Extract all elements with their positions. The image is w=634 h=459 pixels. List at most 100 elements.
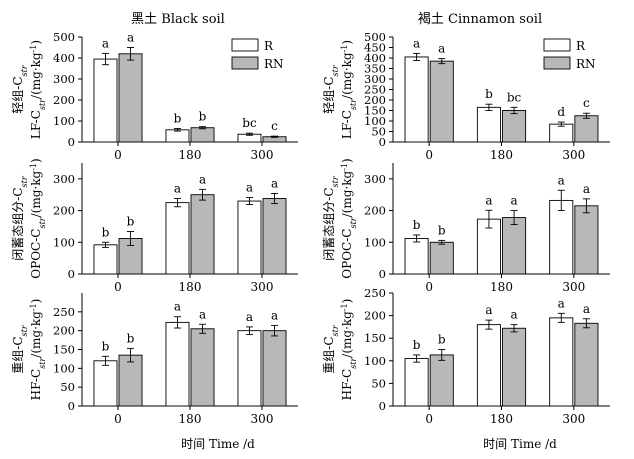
y-axis-label-english: LF-Cstr/(mg·kg-1): [29, 40, 47, 139]
significance-letter: a: [271, 176, 278, 190]
x-tick-label: 180: [179, 148, 202, 162]
column-title-cinnamon: 褐土 Cinnamon soil: [418, 12, 542, 27]
x-tick-label: 0: [425, 280, 433, 294]
bar-rn-180: [190, 194, 215, 275]
y-tick-label: 100: [53, 235, 75, 249]
significance-letter: a: [271, 308, 278, 322]
y-tick-label: 50: [371, 125, 386, 139]
y-tick-label: 300: [53, 172, 75, 186]
x-tick-label: 0: [114, 148, 122, 162]
y-tick-label: 500: [53, 30, 75, 44]
bar-r-0: [404, 358, 429, 407]
bar-r-300: [549, 199, 574, 275]
significance-letter: b: [413, 218, 421, 232]
y-tick-label: 250: [364, 286, 386, 300]
bar-rn-0: [118, 354, 143, 407]
y-axis-label-chinese: 闭蓄态组分-Cstr: [322, 175, 340, 261]
x-tick-label: 300: [562, 148, 585, 162]
significance-letter: a: [199, 307, 206, 321]
significance-letter: a: [102, 36, 109, 50]
y-tick-label: 0: [379, 135, 386, 149]
significance-letter: a: [174, 300, 181, 314]
significance-letter: bc: [242, 116, 257, 130]
bar-rn-180: [502, 327, 527, 407]
y-tick-label: 300: [364, 172, 386, 186]
legend-label-rn: RN: [264, 57, 284, 71]
significance-letter: b: [438, 333, 446, 347]
legend-swatch-r: [231, 38, 259, 52]
bar-r-300: [237, 200, 262, 275]
significance-letter: a: [246, 310, 253, 324]
bar-r-180: [165, 321, 190, 407]
chart-panel-hf-black: 0 50 100 150 200 250 0 b b 180 a a 300 a a 重组-CstrHF-Cs…: [11, 293, 298, 426]
bar-rn-0: [429, 241, 454, 275]
bar-rn-0: [429, 354, 454, 407]
y-axis-label-english: OPOC-Cstr/(mg·kg-1): [340, 158, 358, 278]
bar-rn-300: [574, 205, 599, 275]
bar-r-180: [476, 324, 501, 407]
significance-letter: bc: [507, 90, 522, 104]
bar-r-300: [549, 123, 574, 143]
y-tick-label: 100: [364, 114, 386, 128]
significance-letter: a: [558, 173, 565, 187]
significance-letter: a: [510, 194, 517, 208]
x-axis-title-right: 时间 Time /d: [483, 437, 557, 451]
y-axis-label-chinese: 闭蓄态组分-Cstr: [11, 175, 29, 261]
bar-rn-300: [262, 198, 287, 275]
bar-r-300: [237, 330, 262, 407]
significance-letter: b: [485, 87, 493, 101]
y-tick-label: 150: [364, 104, 386, 118]
chart-panel-opoc-cinnamon: 0 100 200 300 0 b b 180 a a 300 a a 闭蓄态组分-CstrOPOC-Cs…: [322, 158, 610, 294]
y-tick-label: 100: [364, 235, 386, 249]
y-axis-label-english: OPOC-Cstr/(mg·kg-1): [29, 158, 47, 278]
x-tick-label: 300: [562, 280, 585, 294]
y-tick-label: 450: [364, 41, 386, 55]
y-tick-label: 0: [68, 135, 75, 149]
x-tick-label: 180: [490, 412, 513, 426]
bar-rn-180: [502, 110, 527, 143]
significance-letter: b: [413, 338, 421, 352]
significance-letter: d: [557, 105, 565, 119]
x-tick-label: 0: [425, 412, 433, 426]
bar-rn-0: [429, 60, 454, 143]
y-axis-label-english: HF-Cstr/(mg·kg-1): [29, 299, 47, 401]
y-tick-label: 400: [364, 51, 386, 65]
y-tick-label: 100: [53, 114, 75, 128]
bar-r-180: [165, 202, 190, 275]
significance-letter: b: [102, 225, 110, 239]
significance-letter: c: [271, 119, 278, 133]
significance-letter: a: [199, 172, 206, 186]
significance-letter: a: [485, 193, 492, 207]
y-tick-label: 0: [68, 399, 75, 413]
bar-r-0: [93, 58, 118, 143]
bar-r-0: [93, 244, 118, 275]
legend-swatch-rn: [231, 56, 259, 70]
bar-r-0: [404, 56, 429, 143]
significance-letter: a: [583, 182, 590, 196]
y-tick-label: 200: [53, 324, 75, 338]
significance-letter: a: [583, 302, 590, 316]
y-tick-label: 200: [53, 204, 75, 218]
x-axis-title-left: 时间 Time /d: [181, 437, 255, 451]
significance-letter: c: [583, 96, 590, 110]
bar-r-0: [93, 360, 118, 407]
significance-letter: a: [485, 303, 492, 317]
y-tick-label: 250: [364, 83, 386, 97]
x-tick-label: 0: [425, 148, 433, 162]
y-tick-label: 250: [53, 305, 75, 319]
y-axis-label-english: LF-Cstr/(mg·kg-1): [340, 40, 358, 139]
x-tick-label: 0: [114, 280, 122, 294]
significance-letter: b: [102, 339, 110, 353]
y-axis-label-chinese: 重组-Cstr: [322, 324, 340, 374]
y-tick-label: 350: [364, 62, 386, 76]
chart-panel-lf-black: 0 100 200 300 400 500 0 a a 180 b b 300 bc c 轻组-CstrLF-…: [11, 30, 298, 162]
legend-swatch-rn: [543, 56, 571, 70]
bar-rn-180: [502, 217, 527, 275]
significance-letter: b: [199, 110, 207, 124]
bar-rn-180: [190, 127, 215, 143]
bar-r-0: [404, 238, 429, 275]
legend-swatch-r: [543, 38, 571, 52]
